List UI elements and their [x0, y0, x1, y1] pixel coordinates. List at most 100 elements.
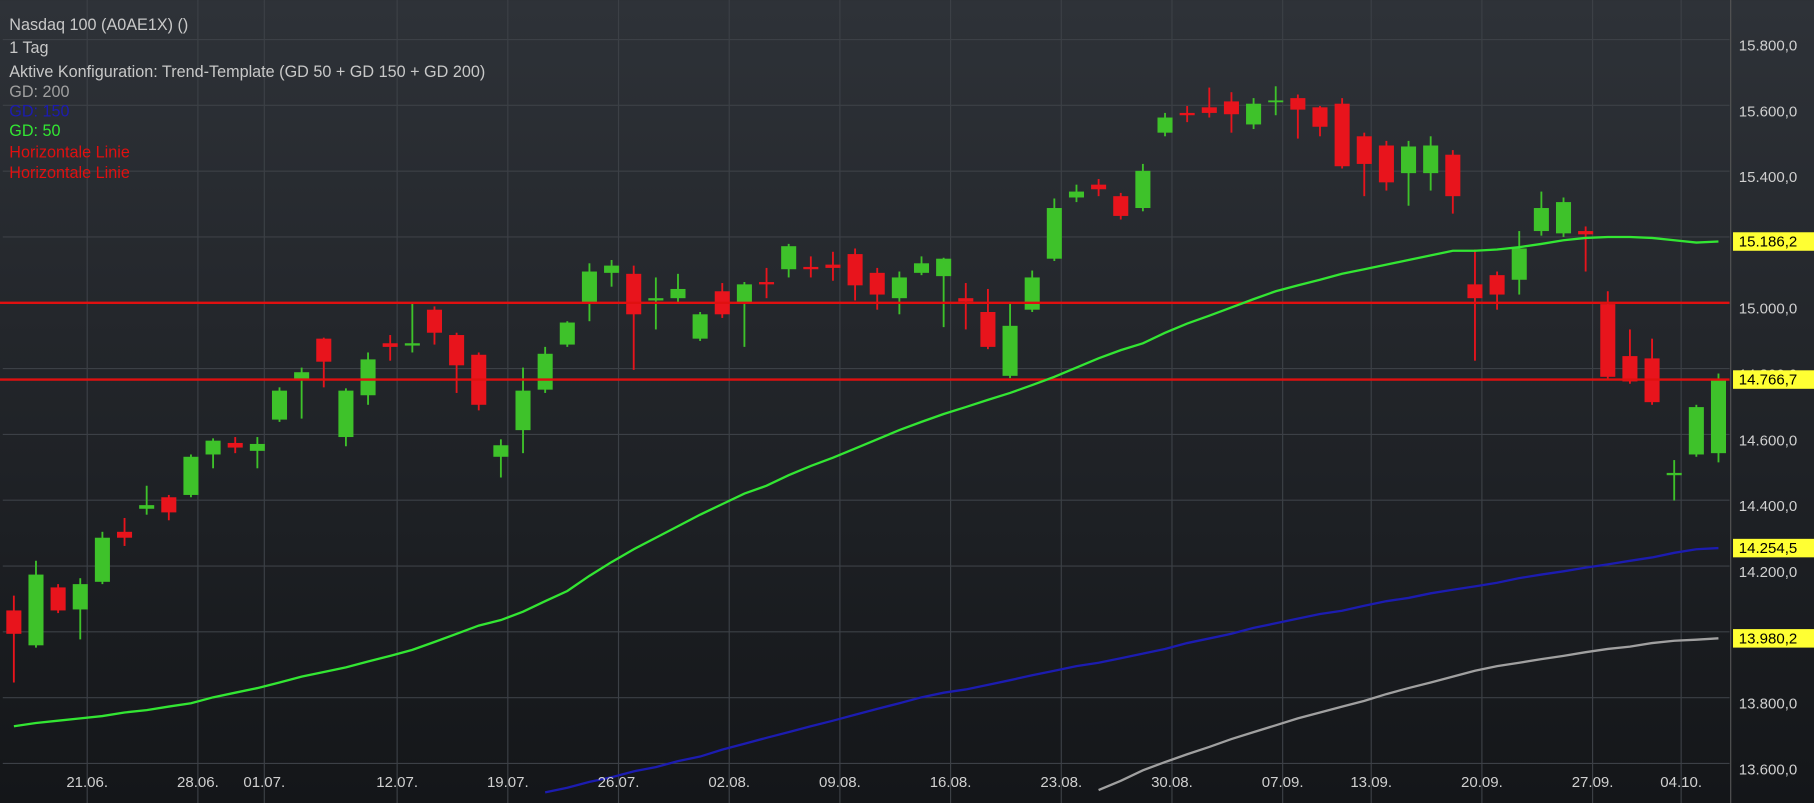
candle-body: [1555, 202, 1572, 234]
legend-entry: GD: 200: [9, 83, 69, 101]
candle-body: [559, 322, 575, 345]
candle-body: [1002, 325, 1018, 376]
candle-body: [117, 531, 133, 538]
candle-body: [736, 284, 752, 303]
candle-body: [271, 390, 288, 420]
candle-body: [1578, 231, 1594, 235]
x-tick-label: 07.09.: [1262, 774, 1304, 791]
candle-body: [249, 443, 265, 451]
candle-body: [404, 343, 420, 346]
candle-body: [1467, 284, 1483, 299]
candle-body: [1600, 304, 1616, 377]
price-label: 14.254,5: [1739, 540, 1797, 557]
candle-body: [1489, 275, 1505, 295]
candle-body: [670, 288, 686, 299]
candle-body: [1356, 136, 1372, 164]
candle-body: [1533, 208, 1549, 232]
x-tick-label: 02.08.: [708, 774, 750, 791]
candle-body: [936, 258, 952, 277]
legend-entry: GD: 50: [9, 122, 60, 140]
y-tick-label: 15.000,0: [1739, 301, 1797, 318]
moving-average-line: [544, 546, 1719, 794]
candle-body: [72, 584, 88, 610]
candle-body: [648, 298, 664, 301]
candle-body: [803, 266, 819, 270]
candle-body: [515, 390, 531, 431]
candle-body: [1201, 107, 1217, 113]
candle-body: [1157, 117, 1173, 133]
candle-body: [338, 390, 354, 438]
candle-body: [1511, 248, 1527, 280]
x-tick-label: 23.08.: [1040, 774, 1082, 791]
y-tick-label: 14.200,0: [1739, 564, 1797, 581]
candle-body: [1246, 103, 1262, 125]
candle-body: [1179, 112, 1195, 116]
chart-subtitle: 1 Tag: [9, 39, 48, 57]
candle-body: [28, 574, 44, 646]
candle-body: [1223, 101, 1239, 115]
x-tick-label: 09.08.: [819, 774, 861, 791]
candle-body: [781, 246, 797, 270]
legend-entry: Horizontale Linie: [9, 144, 130, 162]
x-tick-label: 26.07.: [598, 774, 640, 791]
legend-entry: GD: 150: [9, 103, 69, 121]
moving-average-line: [1098, 637, 1719, 792]
candle-body: [382, 343, 398, 347]
candle-body: [139, 505, 155, 509]
candle-body: [1378, 145, 1394, 183]
candle-body: [1688, 407, 1704, 455]
price-label: 13.980,2: [1739, 630, 1797, 647]
candle-body: [1312, 107, 1328, 127]
price-label-box: [1733, 629, 1814, 648]
candle-body: [227, 442, 243, 448]
candle-body: [980, 311, 996, 347]
y-tick-label: 13.800,0: [1739, 696, 1797, 713]
y-tick-label: 14.400,0: [1739, 498, 1797, 515]
y-tick-label: 13.600,0: [1739, 761, 1797, 778]
price-label-box: [1733, 538, 1814, 558]
candle-body: [94, 537, 110, 582]
y-tick-label: 15.600,0: [1739, 103, 1797, 120]
candle-body: [360, 359, 376, 396]
candle-body: [449, 335, 465, 366]
candle-body: [958, 298, 974, 302]
candle-body: [1135, 170, 1151, 209]
candle-body: [759, 282, 775, 285]
candle-body: [183, 456, 199, 495]
x-tick-label: 16.08.: [930, 774, 972, 791]
moving-average-line: [13, 235, 1719, 728]
price-label-box: [1733, 232, 1814, 251]
candle-body: [1113, 196, 1129, 216]
candle-body: [6, 610, 22, 634]
candle-body: [1423, 145, 1439, 174]
x-tick-label: 30.08.: [1151, 774, 1193, 791]
price-label: 14.766,7: [1739, 372, 1797, 389]
x-tick-label: 19.07.: [487, 774, 529, 791]
y-tick-label: 14.600,0: [1739, 432, 1797, 449]
x-tick-label: 13.09.: [1350, 774, 1392, 791]
candle-body: [50, 587, 66, 611]
candle-body: [913, 263, 930, 273]
configuration: Aktive Konfiguration: Trend-Template (GD…: [9, 63, 485, 81]
chart-title: Nasdaq 100 (A0AE1X) (): [9, 16, 188, 34]
x-tick-label: 01.07.: [243, 774, 285, 791]
candle-body: [294, 372, 310, 380]
candle-body: [1622, 356, 1638, 382]
x-tick-label: 20.09.: [1461, 774, 1503, 791]
candle-body: [1445, 154, 1461, 197]
y-tick-label: 15.800,0: [1739, 37, 1797, 54]
candle-body: [825, 264, 841, 268]
candle-body: [626, 273, 642, 315]
candle-body: [1024, 277, 1040, 310]
candle-body: [493, 445, 509, 457]
candle-body: [581, 271, 597, 303]
candle-body: [537, 353, 553, 390]
y-tick-label: 15.400,0: [1739, 169, 1797, 186]
legend-entry: Horizontale Linie: [9, 164, 130, 182]
candle-body: [692, 314, 708, 339]
candle-body: [1401, 146, 1417, 174]
candle-body: [1268, 100, 1284, 103]
x-tick-label: 28.06.: [177, 774, 219, 791]
candle-body: [205, 440, 221, 455]
